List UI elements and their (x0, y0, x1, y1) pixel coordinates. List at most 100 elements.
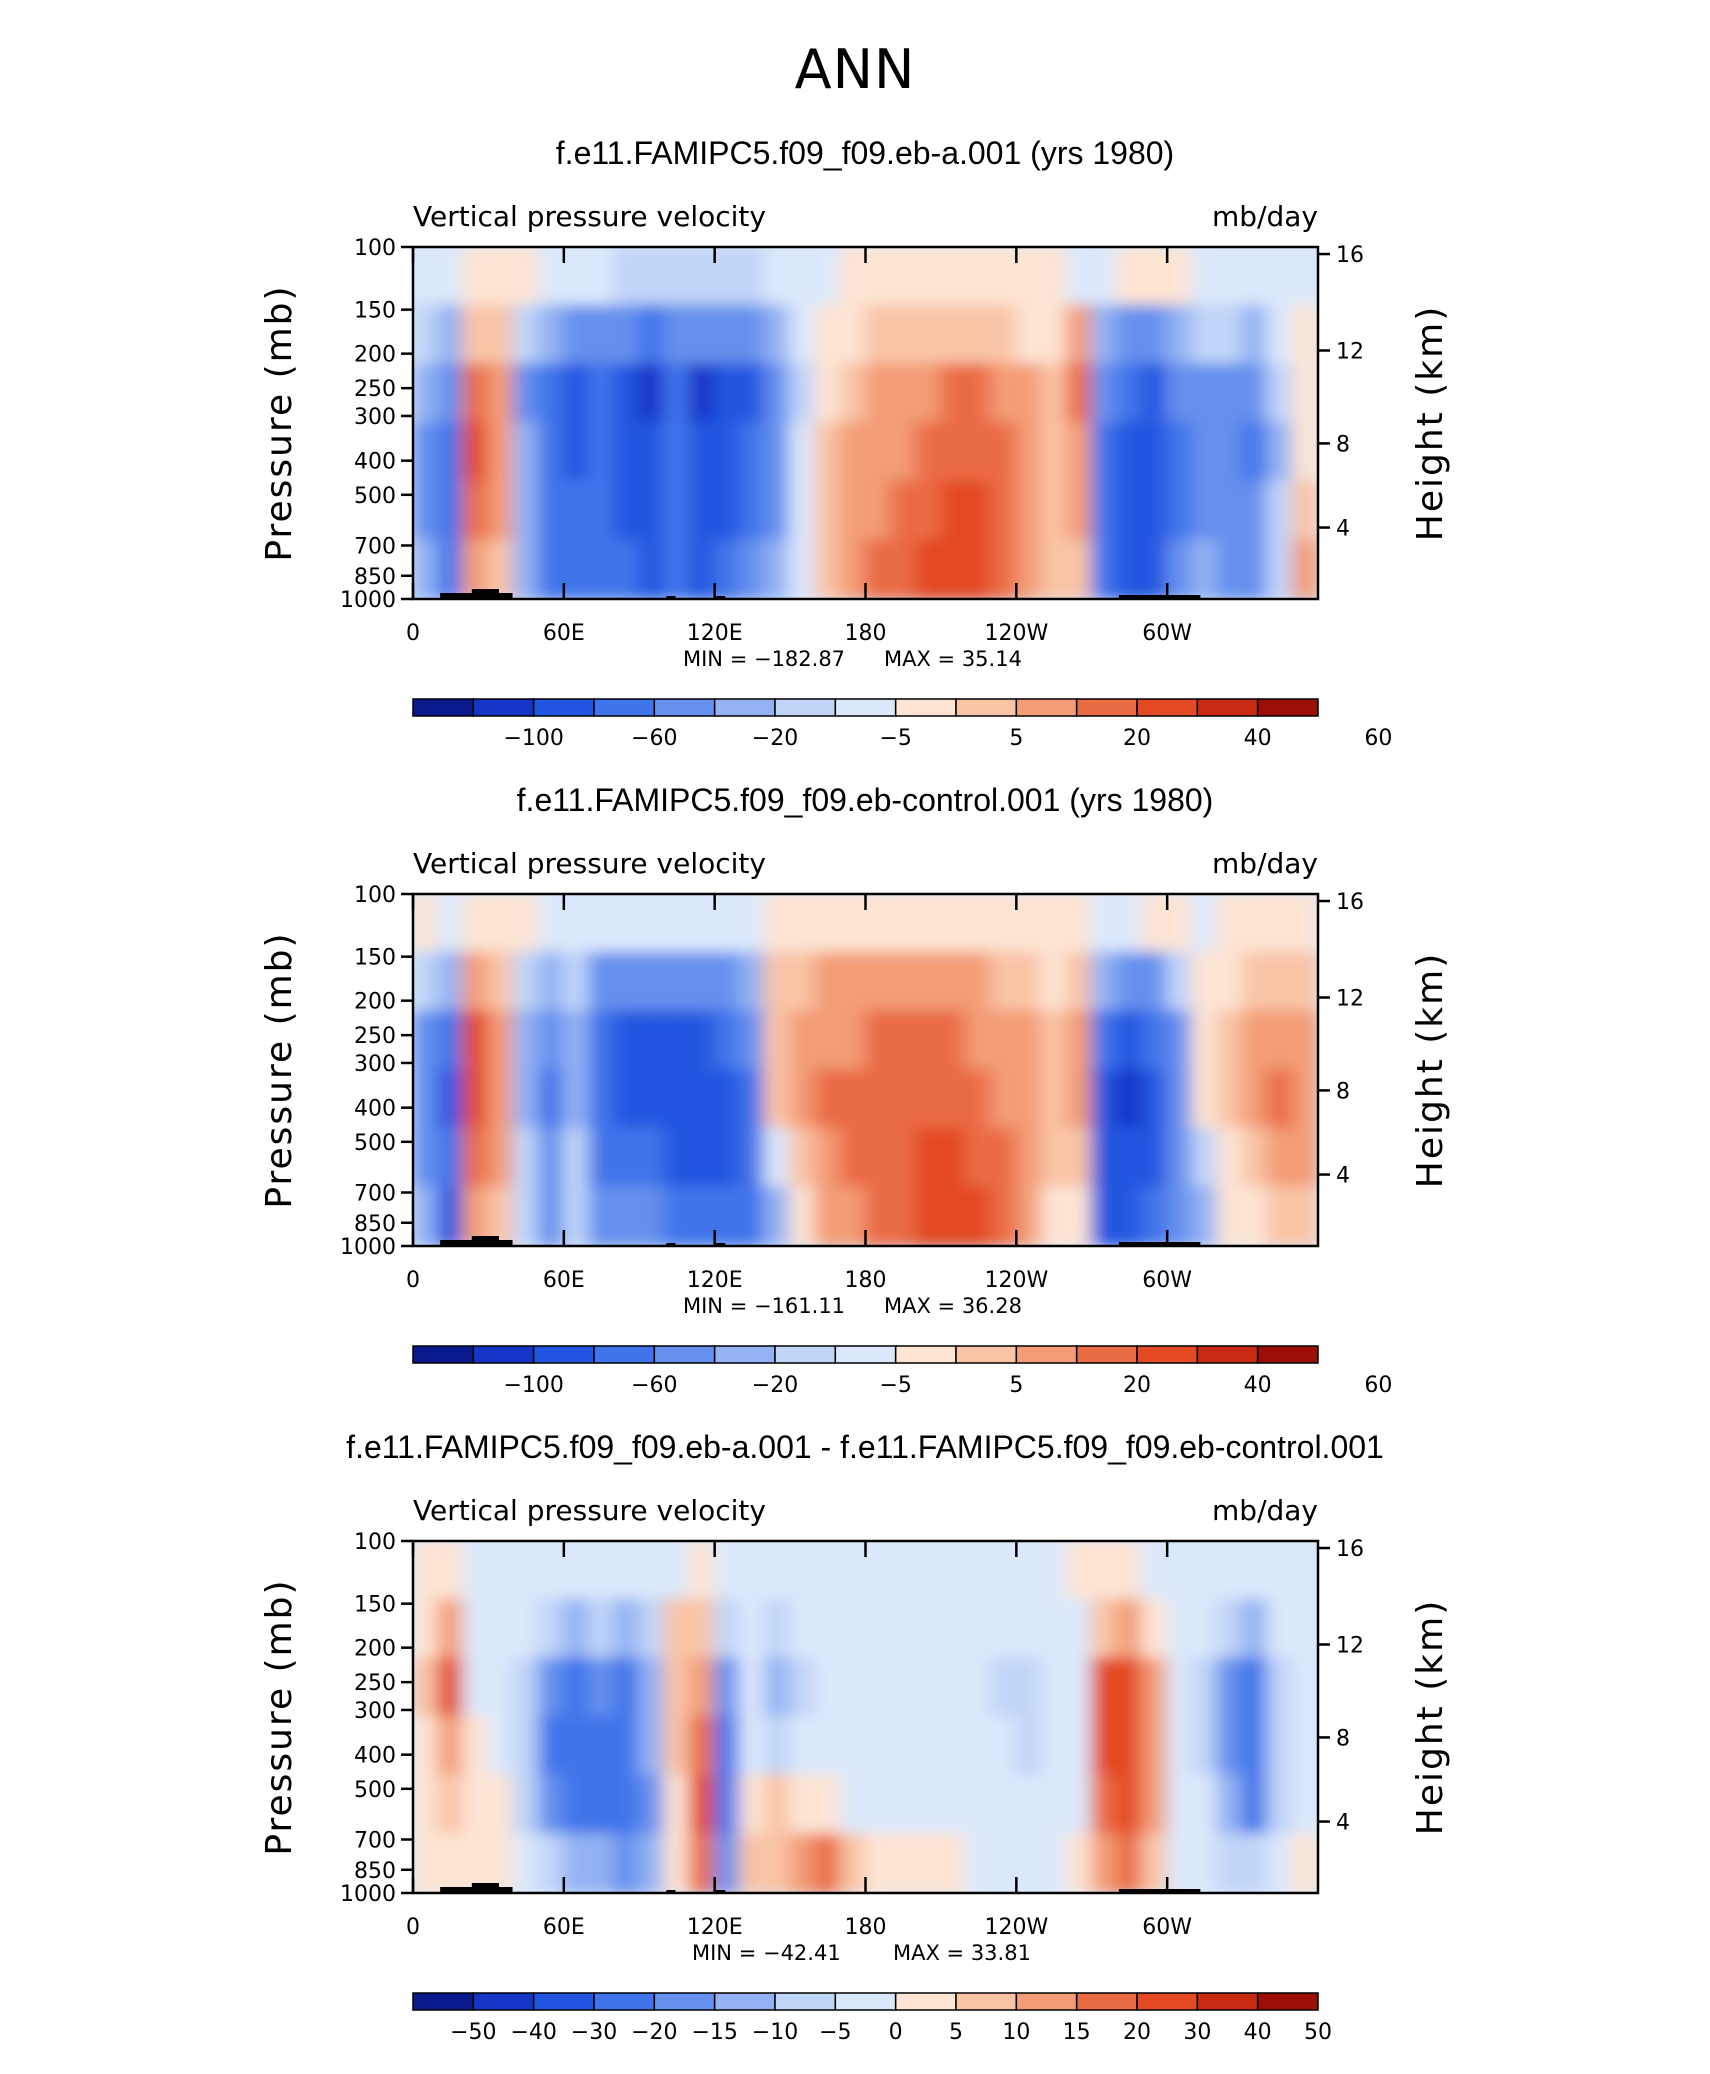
field-cell (1241, 1657, 1269, 1718)
field-cell (889, 1774, 917, 1836)
colorbar-swatch (653, 1992, 716, 2011)
x-tick-label: 60W (1142, 1915, 1192, 1940)
field-cell (1115, 1127, 1144, 1189)
field-cell (1266, 1774, 1294, 1836)
field-cell (1191, 1069, 1219, 1130)
colorbar-swatch (653, 1345, 716, 1364)
field-cell (1090, 422, 1118, 483)
field-cell (889, 1127, 917, 1189)
field-cell (537, 894, 565, 954)
field-cell (487, 894, 515, 954)
field-cell (713, 1598, 741, 1660)
colorbar-swatch (593, 1345, 656, 1364)
colorbar-swatch (713, 1992, 776, 2011)
field-cell (738, 1186, 766, 1246)
field-cell (613, 1598, 641, 1660)
colorbar-swatch (472, 1345, 535, 1364)
field-cell (1191, 422, 1219, 483)
field-cell (1015, 1716, 1043, 1777)
y-right-tick-label: 4 (1336, 517, 1350, 542)
field-cell (1166, 1186, 1194, 1246)
field-cell (1040, 894, 1068, 954)
field-cell (939, 247, 968, 307)
colorbar-swatch (472, 1992, 535, 2011)
field-cell (1141, 951, 1169, 1013)
field-cell (487, 1127, 515, 1189)
field-cell (763, 1127, 792, 1189)
y-axis-title: Pressure (mb) (259, 931, 300, 1208)
field-cell (1266, 1010, 1294, 1071)
field-cell (1115, 894, 1144, 954)
field-cell (1040, 363, 1068, 424)
field-cell (1241, 363, 1269, 424)
field-cell (613, 951, 641, 1013)
field-cell (562, 1774, 590, 1836)
field-cell (512, 1069, 540, 1130)
colorbar-label: −50 (450, 2020, 496, 2045)
field-cell (587, 1833, 616, 1893)
field-cell (413, 1127, 440, 1189)
x-tick-label: 0 (406, 1915, 420, 1940)
field-cell (713, 1069, 741, 1130)
field-cell (990, 1186, 1018, 1246)
max-label: MAX = 36.28 (884, 1294, 1022, 1318)
min-label: MIN = −182.87 (683, 647, 845, 671)
field-cell (990, 1010, 1018, 1071)
colorbar-label: −5 (819, 2020, 851, 2045)
field-cell (738, 1069, 766, 1130)
field-cell (914, 422, 942, 483)
field-cell (1216, 1833, 1244, 1893)
x-tick-label: 120W (984, 1915, 1048, 1940)
field-cell (537, 247, 565, 307)
field-cell (1291, 951, 1318, 1013)
colorbar-label: 10 (1002, 2020, 1030, 2045)
field-cell (487, 480, 515, 542)
field-cell (562, 894, 590, 954)
field-cell (713, 1657, 741, 1718)
field-cell (1115, 363, 1144, 424)
field-cell (914, 1186, 942, 1246)
colorbar-label: −30 (571, 2020, 617, 2045)
field-cell (814, 1716, 842, 1777)
x-tick-label: 60W (1142, 1268, 1192, 1293)
field-cell (738, 363, 766, 424)
field-cell (613, 1833, 641, 1893)
field-cell (763, 480, 792, 542)
field-cell (1291, 422, 1318, 483)
field-cell (1266, 422, 1294, 483)
y-tick-label: 850 (354, 1212, 396, 1237)
field-cell (1065, 422, 1093, 483)
field-cell (437, 1541, 465, 1601)
field-cell (562, 1541, 590, 1601)
field-cell (713, 1541, 741, 1601)
field-cell (939, 951, 968, 1013)
field-cell (587, 894, 616, 954)
field-cell (1216, 1541, 1244, 1601)
colorbar-swatch (1256, 698, 1319, 717)
field-cell (1166, 894, 1194, 954)
y-right-tick-label: 16 (1336, 243, 1364, 268)
field-cell (965, 1186, 993, 1246)
x-tick-label: 180 (845, 621, 887, 646)
field-cell (487, 1598, 515, 1660)
field-cell (587, 1716, 616, 1777)
field-cell (889, 363, 917, 424)
field-cell (990, 422, 1018, 483)
field-cell (1015, 1127, 1043, 1189)
terrain-mask (666, 1243, 676, 1246)
field-cell (663, 1010, 691, 1071)
field-cell (1191, 894, 1219, 954)
field-cell (613, 247, 641, 307)
field-cell (1090, 1657, 1118, 1718)
field-cell (965, 1598, 993, 1660)
field-cell (537, 304, 565, 366)
field-cell (1015, 247, 1043, 307)
field-cell (1040, 1186, 1068, 1246)
field-cell (1291, 1774, 1318, 1836)
field-cell (814, 894, 842, 954)
field-cell (1291, 1716, 1318, 1777)
y-tick-label: 700 (354, 534, 396, 559)
field-cell (839, 894, 867, 954)
field-cell (613, 304, 641, 366)
field-cell (663, 1774, 691, 1836)
